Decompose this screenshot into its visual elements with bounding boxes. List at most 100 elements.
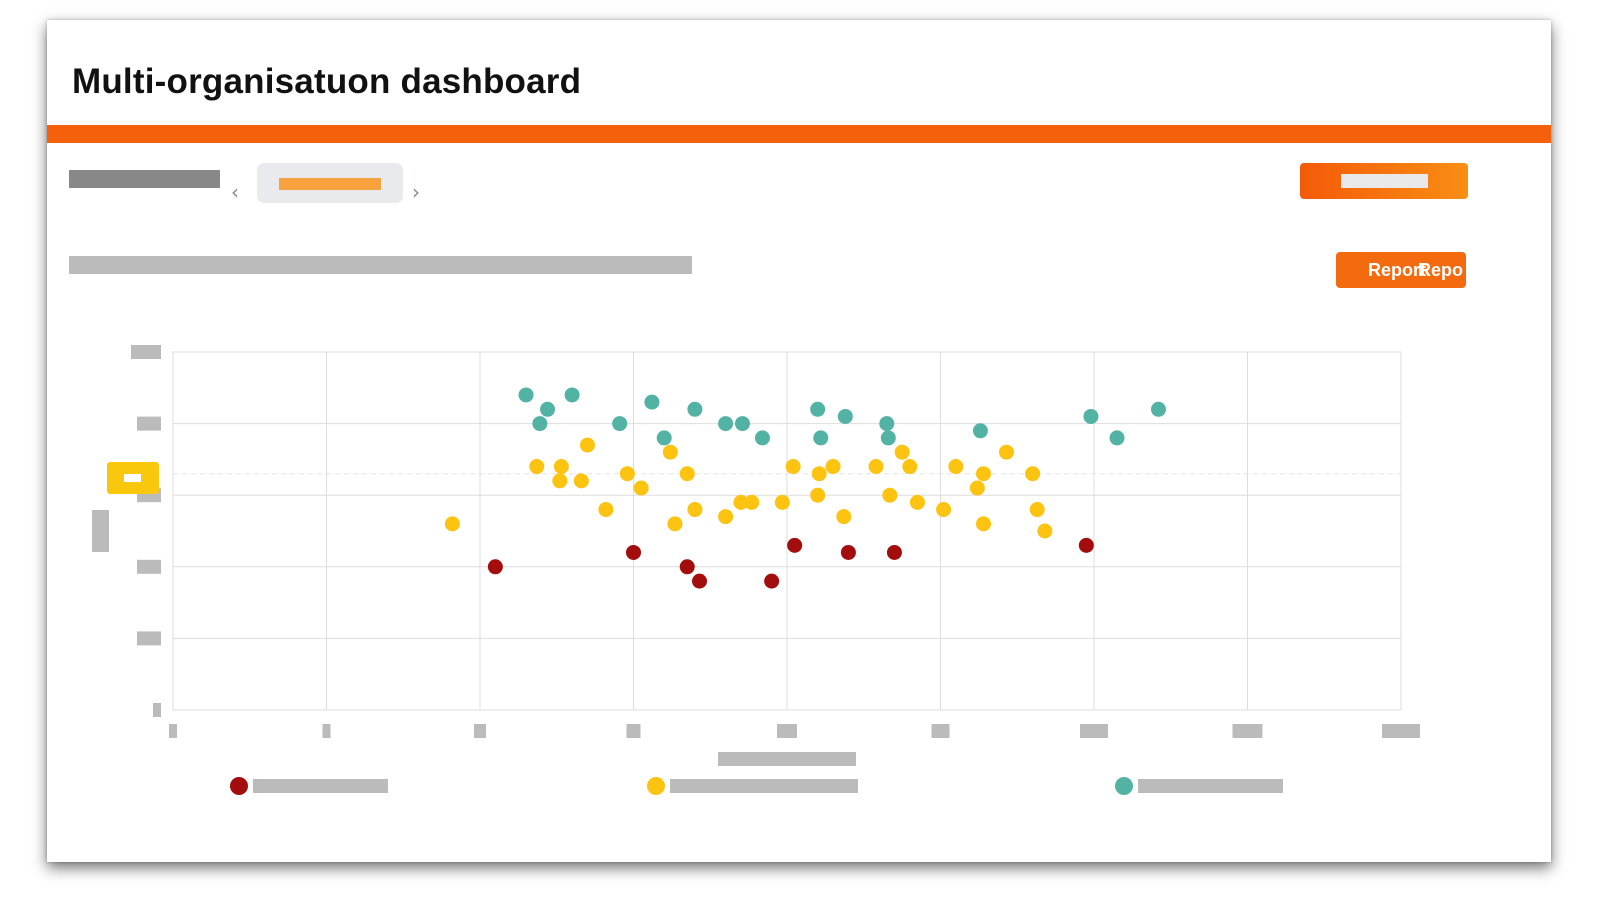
legend-label-placeholder [1138, 779, 1283, 793]
dashboard-card: Multi-organisatuon dashboard ‹ › Report … [47, 20, 1551, 862]
x-tick-label [169, 724, 177, 738]
y-tick-label [153, 703, 161, 717]
report-button[interactable]: Report Repo [1336, 252, 1466, 288]
data-point-red [840, 544, 856, 560]
data-point-yellow [975, 466, 991, 482]
data-point-yellow [552, 473, 568, 489]
chart-grid [172, 351, 1402, 711]
data-point-yellow [902, 459, 918, 475]
x-axis-title [718, 752, 856, 766]
data-point-yellow [573, 473, 589, 489]
data-point-yellow [936, 502, 952, 518]
data-point-yellow [1025, 466, 1041, 482]
y-tick-label [137, 416, 161, 431]
x-tick-label [777, 724, 797, 738]
data-point-teal [734, 416, 750, 432]
data-point-red [787, 537, 803, 553]
data-point-yellow [1029, 502, 1045, 518]
data-point-teal [1109, 430, 1125, 446]
chart-legend [230, 777, 1283, 795]
data-point-yellow [811, 466, 827, 482]
period-selector[interactable] [257, 163, 403, 203]
data-point-yellow [969, 480, 985, 496]
data-point-yellow [948, 459, 964, 475]
data-point-red [487, 559, 503, 575]
data-point-yellow [785, 459, 801, 475]
y-tick-label [131, 345, 161, 359]
data-point-yellow [529, 459, 545, 475]
report-button-label: Report [1368, 260, 1426, 280]
x-tick-label [474, 724, 486, 738]
primary-action-button[interactable] [1300, 163, 1468, 199]
data-point-red [626, 544, 641, 560]
chevron-right-icon[interactable]: › [412, 180, 420, 204]
data-point-red [1078, 537, 1094, 553]
data-point-yellow [909, 494, 925, 510]
legend-label-placeholder [670, 779, 858, 793]
data-point-teal [644, 394, 660, 410]
data-point-teal [879, 416, 895, 432]
data-point-yellow [774, 494, 790, 510]
data-point-yellow [553, 459, 569, 475]
data-point-teal [1083, 408, 1099, 424]
page-title: Multi-organisatuon dashboard [72, 62, 582, 101]
period-label-placeholder [69, 170, 220, 188]
data-point-teal [532, 416, 548, 432]
legend-swatch-yellow [647, 777, 665, 795]
data-point-yellow [687, 502, 703, 518]
data-point-yellow [579, 437, 595, 453]
data-point-red [679, 559, 695, 575]
x-tick-label [1080, 724, 1108, 738]
data-point-teal [810, 401, 826, 417]
legend-swatch-teal [1115, 777, 1133, 795]
data-point-yellow [444, 516, 460, 532]
data-point-yellow [825, 459, 841, 475]
axis-tick-placeholders [92, 345, 1420, 766]
data-point-red [692, 573, 708, 589]
data-point-teal [1150, 401, 1166, 417]
data-point-yellow [718, 509, 734, 525]
reference-value-badge[interactable] [107, 462, 159, 494]
data-point-yellow [975, 516, 991, 532]
data-point-teal [754, 430, 770, 446]
chart-points [444, 387, 1166, 589]
y-tick-label [137, 631, 161, 646]
data-point-yellow [894, 444, 910, 460]
data-point-teal [518, 387, 534, 403]
accent-bar [47, 125, 1551, 143]
data-point-yellow [999, 444, 1015, 460]
data-point-teal [880, 430, 896, 446]
data-point-yellow [619, 466, 635, 482]
reference-value-placeholder [124, 474, 141, 482]
data-point-teal [972, 423, 988, 439]
data-point-teal [837, 408, 853, 424]
data-point-red [886, 544, 902, 560]
x-tick-label [931, 724, 950, 738]
data-point-teal [540, 401, 556, 417]
data-point-teal [656, 430, 672, 446]
chevron-left-icon[interactable]: ‹ [231, 180, 239, 204]
report-button-overflow-label: Repo [1418, 260, 1463, 280]
scatter-chart [92, 345, 1420, 795]
data-point-red [764, 573, 780, 589]
data-point-teal [564, 387, 580, 403]
data-point-yellow [598, 502, 614, 518]
period-selector-value-placeholder [279, 178, 381, 190]
data-point-yellow [744, 494, 760, 510]
y-tick-label [137, 559, 161, 574]
data-point-yellow [679, 466, 695, 482]
data-point-yellow [667, 516, 683, 532]
data-point-teal [718, 416, 734, 432]
data-point-yellow [733, 494, 749, 510]
x-tick-label [626, 724, 641, 738]
data-point-yellow [633, 480, 649, 496]
data-point-teal [813, 430, 829, 446]
data-point-yellow [1037, 523, 1053, 539]
primary-action-label-placeholder [1341, 174, 1428, 188]
x-tick-label [1232, 724, 1263, 738]
y-axis-title [92, 510, 109, 552]
data-point-yellow [868, 459, 884, 475]
data-point-yellow [882, 487, 898, 503]
data-point-yellow [836, 509, 852, 525]
legend-label-placeholder [253, 779, 388, 793]
